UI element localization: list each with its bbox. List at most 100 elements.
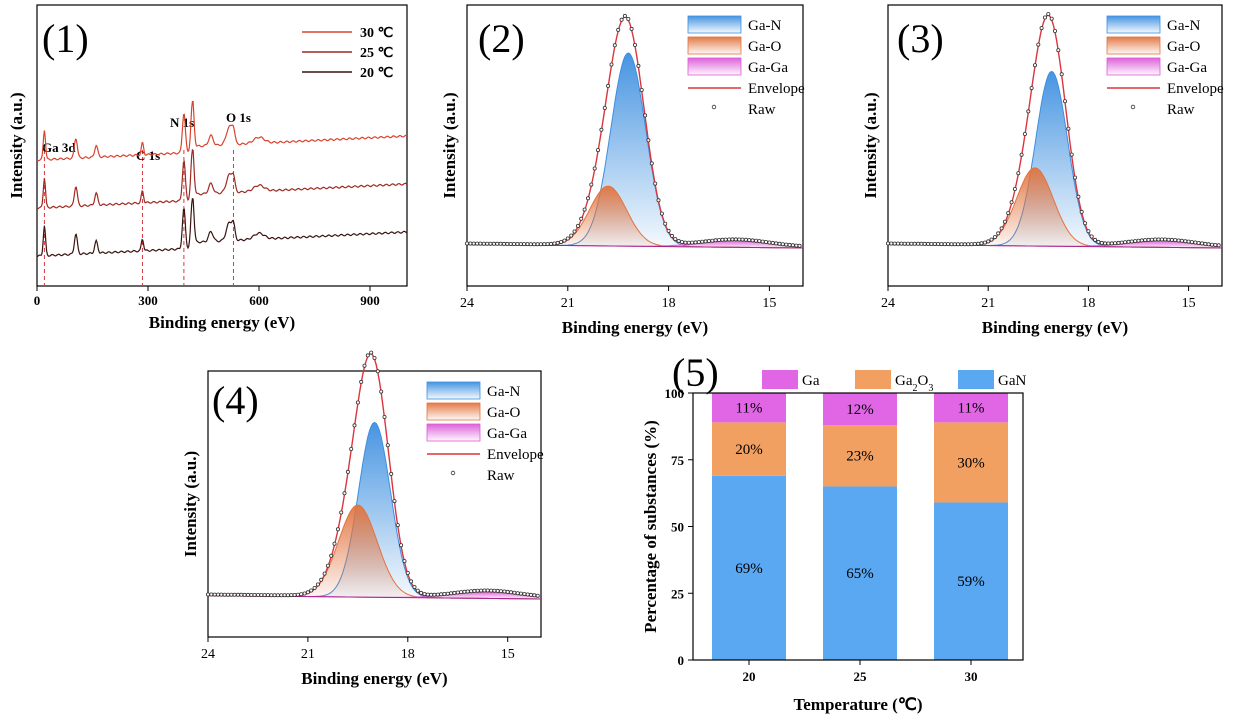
peak-label-3: O 1s: [226, 110, 251, 125]
y-tick-label-0: 0: [678, 653, 685, 668]
raw-point: [481, 241, 486, 246]
raw-point: [986, 239, 991, 244]
raw-point: [455, 590, 460, 595]
raw-point: [319, 577, 324, 582]
raw-point: [740, 237, 745, 242]
raw-point: [452, 590, 457, 595]
raw-point: [1203, 241, 1208, 246]
raw-point: [754, 238, 759, 243]
raw-point: [790, 243, 795, 248]
raw-point: [656, 198, 661, 203]
bar-segment-GaN-20: [712, 475, 786, 660]
raw-point: [325, 563, 330, 568]
raw-point: [683, 240, 688, 245]
x-tick-label-1: 21: [301, 647, 315, 662]
raw-point: [750, 238, 755, 243]
raw-point: [592, 166, 597, 171]
raw-point: [259, 593, 264, 598]
raw-point: [205, 592, 210, 597]
raw-point: [633, 43, 638, 48]
raw-point: [760, 239, 765, 244]
raw-point: [733, 237, 738, 242]
raw-point: [653, 181, 658, 186]
peak-label-0: Ga 3d: [42, 140, 76, 155]
raw-point: [612, 43, 617, 48]
legend-label-GaN: GaN: [998, 373, 1026, 389]
raw-point: [1146, 237, 1151, 242]
raw-point: [1206, 242, 1211, 247]
raw-point: [498, 241, 503, 246]
raw-point: [1069, 152, 1074, 157]
raw-point: [229, 592, 234, 597]
raw-point: [1149, 237, 1154, 242]
raw-point: [329, 553, 334, 558]
raw-point: [889, 241, 894, 246]
raw-point: [693, 240, 698, 245]
panel-1: (1) Ga 3d C 1s N 1s O 1s 30 ℃ 25 ℃ 20 ℃ 0 300 600 9…: [7, 4, 408, 332]
raw-point: [586, 196, 591, 201]
raw-point: [542, 242, 547, 247]
component-area-Ga-N: [467, 53, 803, 248]
x-tick-label-1: 25: [854, 669, 868, 684]
legend-label-Ga-N: Ga-N: [1167, 18, 1200, 34]
raw-point: [269, 593, 274, 598]
raw-point: [419, 590, 424, 595]
raw-point: [352, 423, 357, 428]
raw-point: [929, 241, 934, 246]
raw-point: [305, 590, 310, 595]
raw-point: [996, 231, 1001, 236]
raw-point: [299, 592, 304, 597]
raw-point: [1113, 241, 1118, 246]
raw-point: [606, 83, 611, 88]
raw-point: [545, 242, 550, 247]
bar-label-Ga2O3-25: 23%: [846, 449, 874, 465]
x-tick-label-3: 15: [762, 296, 776, 311]
x-tick-label-1: 21: [561, 296, 575, 311]
raw-point: [1109, 241, 1114, 246]
raw-point: [602, 106, 607, 111]
raw-point: [912, 241, 917, 246]
raw-point: [402, 559, 407, 564]
raw-point: [215, 592, 220, 597]
raw-point: [619, 17, 624, 22]
legend-label-Ga-O: Ga-O: [748, 39, 781, 55]
raw-point: [1186, 239, 1191, 244]
raw-point: [439, 592, 444, 597]
raw-point: [1129, 239, 1134, 244]
raw-point: [289, 593, 294, 598]
raw-point: [1086, 229, 1091, 234]
legend-label-Ga-Ga: Ga-Ga: [748, 60, 788, 76]
legend-label-envelope: Envelope: [1167, 81, 1224, 97]
raw-point: [622, 13, 627, 18]
component-area-Ga-N: [208, 422, 541, 599]
raw-point: [906, 241, 911, 246]
raw-point: [495, 241, 500, 246]
x-tick-label-3: 15: [1182, 296, 1196, 311]
raw-point: [362, 363, 367, 368]
x-tick-label-2: 18: [662, 296, 676, 311]
bar-label-GaN-20: 69%: [735, 561, 763, 577]
raw-point: [720, 237, 725, 242]
raw-point: [219, 592, 224, 597]
raw-point: [519, 591, 524, 596]
raw-point: [449, 591, 454, 596]
raw-point: [717, 237, 722, 242]
raw-point: [922, 241, 927, 246]
raw-point: [265, 593, 270, 598]
raw-point: [797, 243, 802, 248]
raw-point: [696, 240, 701, 245]
x-tick-label-3: 900: [360, 293, 380, 308]
series-line-1: [36, 148, 408, 210]
bar-label-Ga-25: 12%: [846, 402, 874, 418]
raw-point: [706, 238, 711, 243]
raw-point: [502, 589, 507, 594]
legend-raw-point: [711, 104, 717, 110]
peak-label-2: N 1s: [170, 115, 194, 130]
raw-point: [932, 241, 937, 246]
raw-point: [1106, 241, 1111, 246]
raw-point: [787, 242, 792, 247]
legend-label-envelope: Envelope: [487, 447, 544, 463]
raw-point: [959, 242, 964, 247]
x-tick-label-0: 24: [881, 296, 895, 311]
